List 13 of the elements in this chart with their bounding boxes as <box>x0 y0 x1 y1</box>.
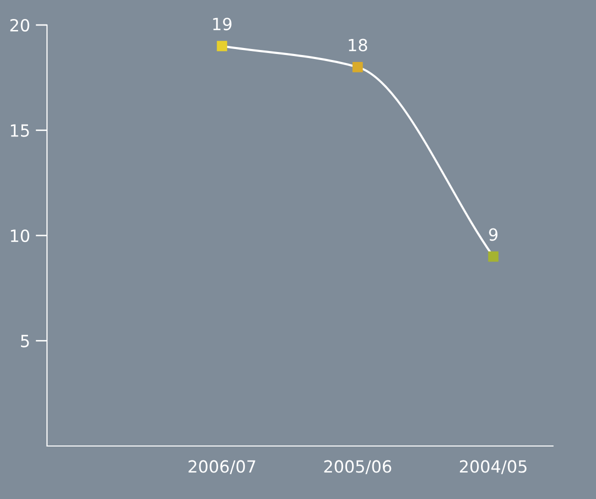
y-tick-label: 15 <box>10 124 29 137</box>
point <box>216 40 228 52</box>
point <box>488 251 498 262</box>
x-tick-label: 2004/05 <box>460 460 526 474</box>
point <box>352 62 363 72</box>
x-tick-label: 2006/07 <box>188 460 256 474</box>
y-tick-label: 5 <box>21 334 29 348</box>
x-tick-label: 2005/06 <box>324 460 392 474</box>
data-label: 9 <box>489 228 498 241</box>
data-label: 18 <box>348 38 368 52</box>
data-label: 19 <box>213 18 232 30</box>
y-tick-label: 10 <box>10 229 30 242</box>
y-tick-label: 20 <box>10 18 30 32</box>
